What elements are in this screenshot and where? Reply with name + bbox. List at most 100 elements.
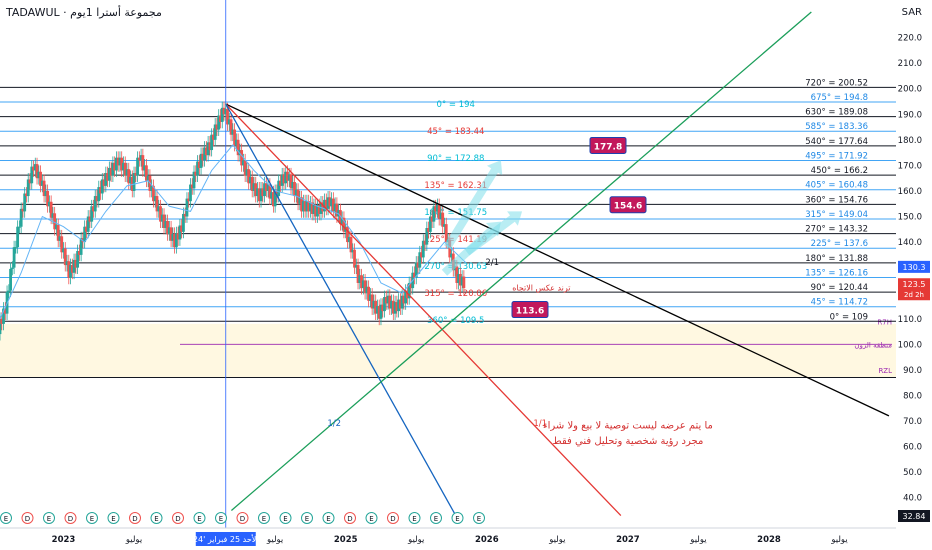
y-tick-15: 190.0	[898, 110, 922, 120]
event-marker-13	[279, 512, 292, 524]
candle-body	[314, 205, 318, 217]
candle-body	[264, 183, 268, 191]
y-tick-5: 90.0	[903, 366, 922, 376]
candle-body	[416, 262, 420, 268]
event-letter-6: D	[132, 515, 137, 523]
candle-body	[277, 180, 281, 197]
candle-body	[18, 226, 21, 228]
candle-body	[74, 259, 78, 268]
candle-body	[360, 275, 363, 289]
candle-body	[402, 295, 406, 304]
candle-body	[427, 228, 430, 232]
candle-body	[331, 198, 335, 212]
candle-body	[137, 157, 141, 161]
x-tick-4: يوليو	[407, 535, 425, 545]
candle-body	[457, 274, 460, 283]
candle-body	[33, 164, 37, 171]
candle-body	[409, 282, 413, 289]
candle-body	[356, 265, 360, 283]
candle-body	[238, 150, 242, 156]
candle-body	[106, 173, 109, 181]
level-label-0: 720° = 200.52	[805, 78, 868, 88]
event-marker-9	[193, 512, 206, 524]
candle-body	[282, 174, 286, 184]
candle-body	[310, 202, 314, 214]
candle-body	[95, 196, 99, 202]
candle-body	[266, 184, 270, 191]
candle-body	[189, 184, 192, 202]
candle-body	[79, 238, 83, 255]
candle-body	[289, 174, 293, 189]
candle-body	[273, 190, 277, 207]
candle-body	[3, 308, 7, 314]
candle-body	[231, 129, 235, 135]
candle-body	[243, 160, 247, 176]
candle-body	[333, 203, 337, 212]
candle-body	[301, 201, 305, 212]
event-letter-11: D	[240, 515, 245, 523]
event-letter-22: E	[477, 515, 481, 523]
candle-body	[303, 201, 307, 212]
candle-body	[400, 295, 404, 309]
blue-fan-1x2[interactable]	[225, 103, 457, 516]
candle-body	[144, 165, 148, 181]
candle-body	[90, 206, 94, 222]
ema-line	[0, 144, 466, 319]
candle-body	[16, 226, 20, 248]
event-marker-15	[322, 512, 335, 524]
red-fan-1x1[interactable]	[225, 103, 622, 517]
candle-body	[233, 129, 236, 145]
candle-body	[56, 224, 60, 241]
candle-body	[115, 157, 118, 171]
candle-body	[183, 213, 187, 217]
event-letter-10: E	[219, 515, 223, 523]
candle-body	[430, 216, 434, 222]
candle-body	[190, 184, 194, 189]
trend-reversal-label: ترند عكس الاتجاه	[512, 284, 570, 293]
event-marker-11	[236, 512, 249, 524]
black-trend[interactable]	[225, 103, 890, 417]
candle-body	[180, 225, 184, 232]
event-marker-20	[430, 512, 442, 524]
candle-body	[203, 147, 206, 161]
candle-body	[19, 208, 23, 227]
candle-body	[174, 233, 178, 248]
event-marker-14	[301, 512, 313, 524]
y-tick-1: 50.0	[903, 468, 922, 478]
candle-body	[372, 300, 376, 309]
candle-body	[444, 224, 448, 243]
disclaimer-line-1: ما يتم عرضه ليست توصية لا بيع ولا شراء	[543, 421, 713, 432]
candle-body	[397, 299, 401, 312]
candle-body	[111, 162, 115, 176]
gann-level-2: 90° = 172.88	[427, 154, 484, 164]
x-tick-7: 2027	[616, 535, 640, 545]
y-tick-6: 100.0	[898, 340, 922, 350]
event-marker-8	[172, 512, 184, 524]
green-fan[interactable]	[230, 11, 812, 511]
candle-body	[413, 272, 416, 278]
candle-body	[293, 181, 296, 197]
x-tick-0: 2023	[52, 535, 76, 545]
projection-arrow-up	[443, 160, 503, 250]
candle-body	[455, 266, 459, 283]
candles	[0, 101, 466, 341]
y-tick-4: 80.0	[903, 391, 922, 401]
event-marker-17	[365, 512, 378, 524]
candle-body	[7, 290, 11, 292]
event-marker-4	[86, 512, 98, 524]
callout-box-2	[511, 301, 549, 319]
candle-body	[123, 162, 127, 176]
callout-value-2: 113.6	[516, 307, 544, 317]
candle-body	[294, 189, 298, 197]
y-tick-14: 180.0	[898, 136, 922, 146]
candle-body	[35, 164, 39, 179]
candle-body	[406, 290, 409, 299]
candle-body	[157, 206, 161, 212]
candle-body	[425, 228, 429, 245]
candle-body	[420, 252, 423, 258]
candle-body	[368, 294, 372, 301]
candle-body	[204, 147, 208, 156]
candle-body	[46, 190, 50, 207]
candle-body	[423, 240, 427, 245]
